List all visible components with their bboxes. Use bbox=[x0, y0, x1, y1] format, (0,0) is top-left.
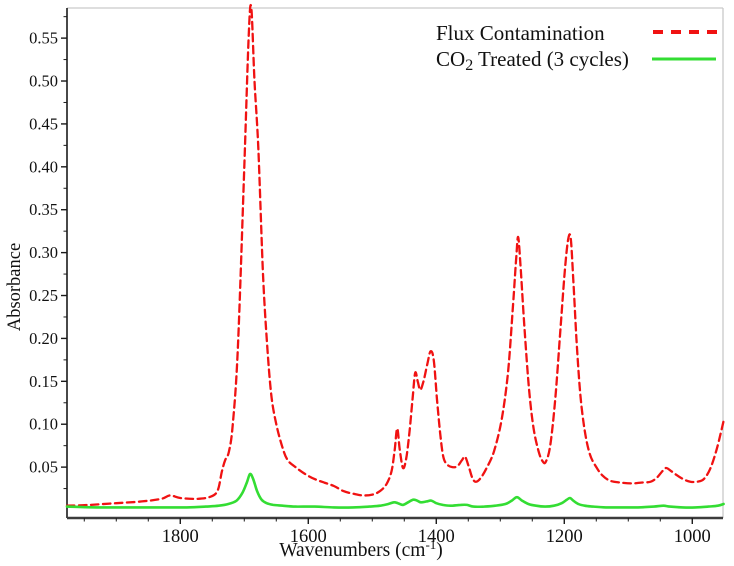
x-tick-label: 1600 bbox=[290, 527, 327, 547]
y-tick-label: 0.20 bbox=[29, 329, 58, 348]
flux-contamination-curve bbox=[65, 3, 725, 507]
y-tick-label: 0.15 bbox=[29, 372, 58, 391]
y-tick-label: 0.35 bbox=[29, 200, 58, 219]
x-tick-label: 1000 bbox=[674, 527, 711, 547]
x-axis: 1800 1600 1400 1200 1000 bbox=[83, 518, 711, 547]
legend-label-subscript: 2 bbox=[465, 57, 473, 74]
x-tick-label: 1800 bbox=[162, 527, 199, 547]
y-axis-title: Absorbance bbox=[5, 243, 25, 331]
y-tick-label: 0.25 bbox=[29, 286, 58, 305]
legend-label-flux: Flux Contamination bbox=[436, 21, 605, 45]
x-axis-title-close: ) bbox=[436, 540, 443, 561]
y-tick-label: 0.05 bbox=[29, 458, 58, 477]
x-tick-label: 1200 bbox=[546, 527, 583, 547]
y-tick-label: 0.50 bbox=[29, 72, 58, 91]
legend-label-text: Flux Contamination bbox=[436, 21, 605, 45]
y-tick-label: 0.10 bbox=[29, 415, 58, 434]
legend-label-text: CO bbox=[436, 47, 465, 71]
co2-treated-curve bbox=[65, 472, 725, 509]
y-tick-label: 0.55 bbox=[29, 29, 58, 48]
x-tick-label: 1400 bbox=[418, 527, 455, 547]
data-series bbox=[65, 3, 725, 509]
legend-label-text: Treated (3 cycles) bbox=[473, 47, 629, 71]
x-axis-title: Wavenumbers (cm-1) bbox=[279, 537, 443, 561]
axis-titles: Absorbance Wavenumbers (cm-1) bbox=[5, 243, 443, 561]
y-tick-label: 0.40 bbox=[29, 157, 58, 176]
x-axis-title-text: Wavenumbers (cm bbox=[279, 540, 425, 561]
plot-frame bbox=[66, 7, 724, 520]
legend-label-co2: CO2 Treated (3 cycles) bbox=[436, 47, 629, 74]
y-axis: 0.05 0.10 0.15 0.20 0.25 0.30 0.35 0.40 0.45 0.50… bbox=[29, 16, 67, 490]
x-axis-title-superscript: -1 bbox=[425, 537, 436, 552]
y-tick-label: 0.30 bbox=[29, 243, 58, 262]
y-tick-label: 0.45 bbox=[29, 114, 58, 133]
